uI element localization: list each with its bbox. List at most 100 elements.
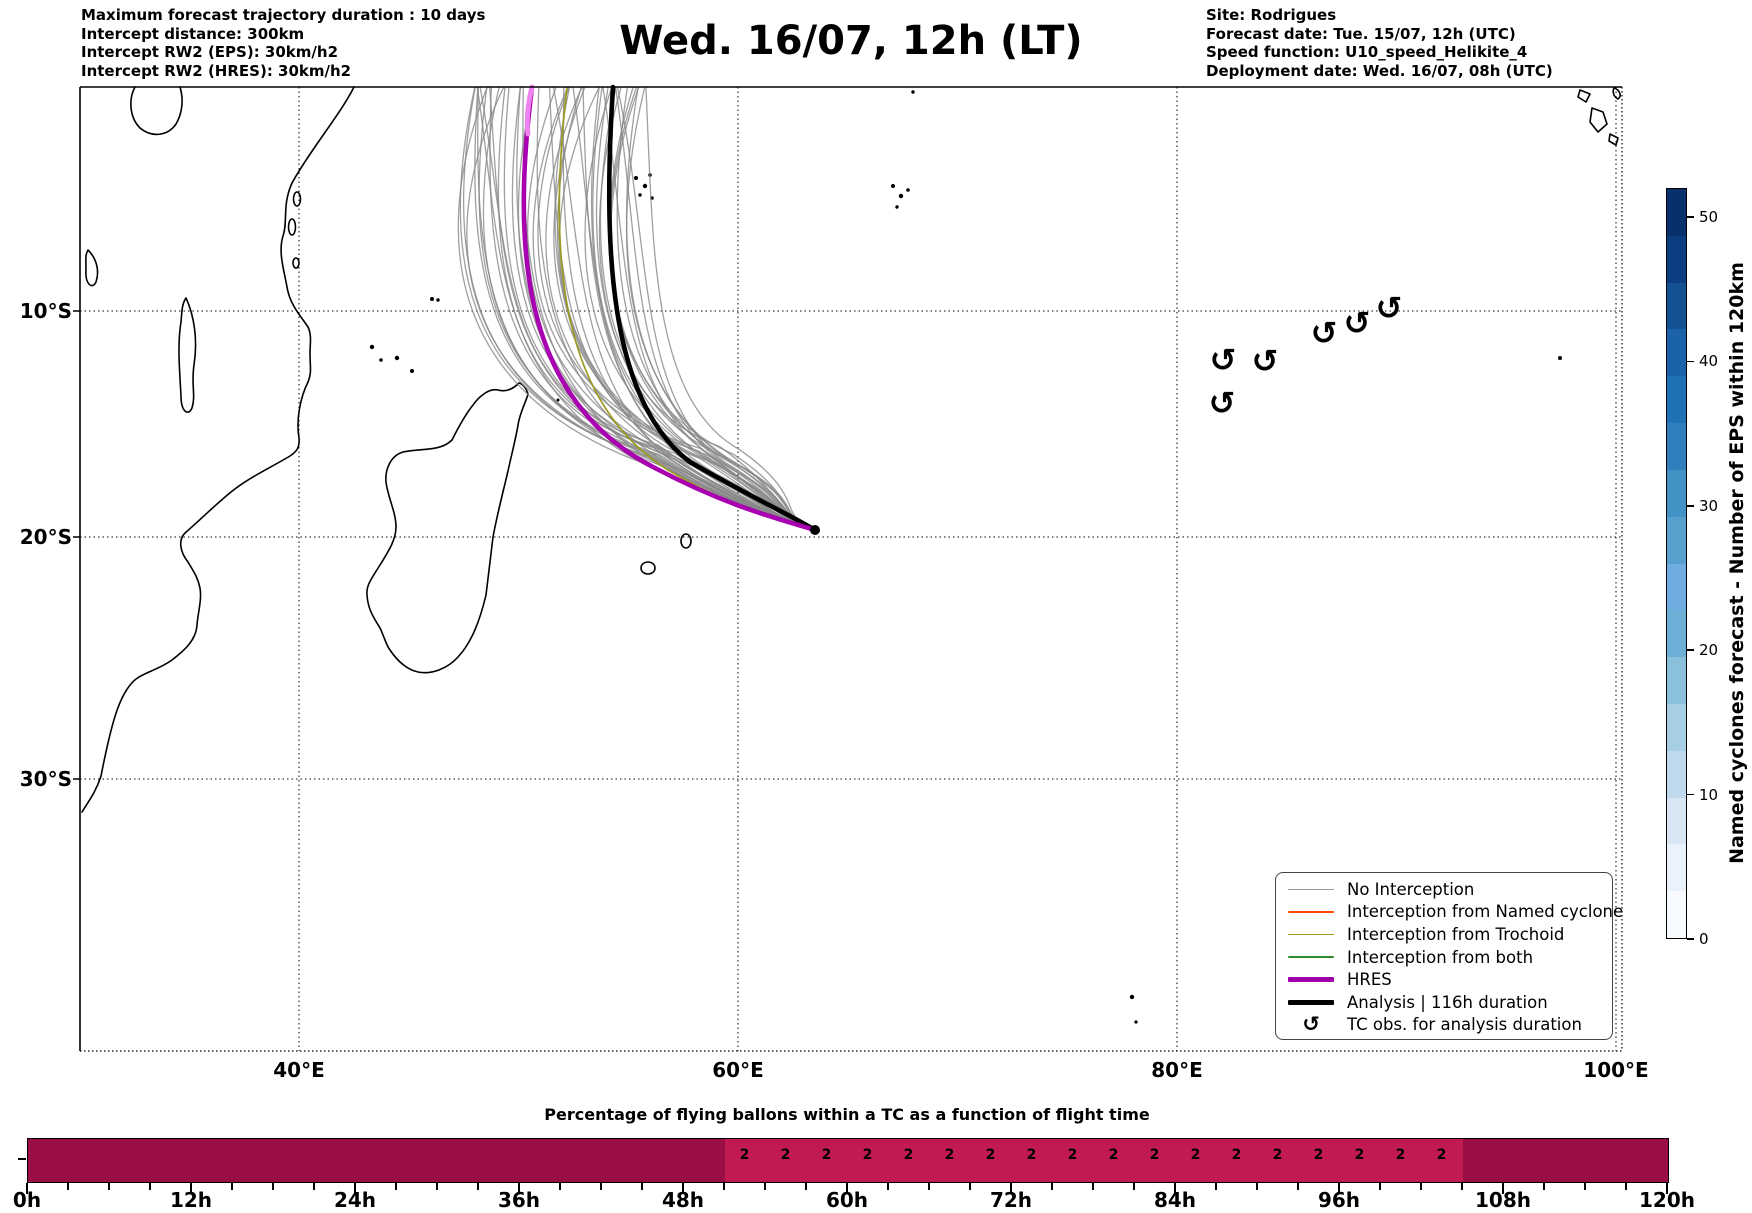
page-title: Wed. 16/07, 12h (LT) bbox=[619, 18, 1083, 64]
island-mauritius bbox=[680, 533, 692, 549]
island-speck bbox=[895, 205, 899, 209]
in-tc-count-label: 2 bbox=[821, 1147, 832, 1163]
time-axis-label: 12h bbox=[169, 1188, 213, 1212]
tc-obs-symbol: ↺ bbox=[1376, 289, 1403, 327]
legend-color-line bbox=[1288, 933, 1334, 936]
island-speck bbox=[369, 344, 375, 350]
time-axis-tick bbox=[1379, 1183, 1381, 1190]
time-axis-tick bbox=[1092, 1183, 1094, 1190]
lon-tick-label: 40°E bbox=[273, 1058, 325, 1082]
lon-tick-label: 80°E bbox=[1151, 1058, 1203, 1082]
island-zanzibar bbox=[287, 218, 297, 236]
ensemble-trajectory bbox=[548, 86, 816, 531]
deployment-date-text: Deployment date: Wed. 16/07, 08h (UTC) bbox=[1206, 61, 1553, 80]
island-speck bbox=[1134, 1020, 1138, 1024]
colorbar-band bbox=[1667, 189, 1686, 236]
time-axis-tick bbox=[1625, 1183, 1627, 1190]
ensemble-trajectory bbox=[556, 86, 816, 531]
island-speck bbox=[891, 184, 895, 188]
time-axis-label: 84h bbox=[1153, 1188, 1197, 1212]
lat-tick-label: 20°S bbox=[19, 525, 72, 549]
island-speck bbox=[642, 183, 648, 189]
ensemble-trajectory bbox=[457, 86, 816, 531]
flight-time-bar-segment bbox=[725, 1139, 1463, 1182]
colorbar-tick-label: 0 bbox=[1699, 930, 1709, 948]
colorbar-tick-label: 10 bbox=[1699, 785, 1719, 804]
flight-time-bar-segment bbox=[1463, 1139, 1668, 1182]
site-text: Site: Rodrigues bbox=[1206, 6, 1337, 24]
time-axis-tick bbox=[1174, 1183, 1176, 1194]
time-axis-tick bbox=[1461, 1183, 1463, 1190]
coastline-africa bbox=[81, 86, 355, 813]
island-speck bbox=[898, 193, 904, 199]
ensemble-trajectory bbox=[463, 86, 816, 531]
legend-line-sample bbox=[1288, 911, 1334, 913]
legend-item: Interception from both bbox=[1276, 946, 1612, 969]
colorbar-band bbox=[1667, 282, 1686, 330]
legend-item-label: Interception from Named cyclone bbox=[1347, 902, 1624, 922]
ensemble-trajectory bbox=[511, 86, 816, 531]
time-axis-tick bbox=[1051, 1183, 1053, 1190]
time-axis-tick bbox=[1010, 1183, 1012, 1194]
time-axis-tick bbox=[1420, 1183, 1422, 1190]
legend-line-sample bbox=[1288, 956, 1334, 958]
max-duration-text: Maximum forecast trajectory duration : 1… bbox=[81, 6, 486, 24]
time-axis-tick bbox=[1666, 1183, 1668, 1194]
colorbar-band bbox=[1667, 750, 1686, 798]
legend-item-label: Interception from both bbox=[1347, 947, 1534, 967]
legend-item-label: TC obs. for analysis duration bbox=[1347, 1015, 1582, 1035]
time-axis-tick bbox=[231, 1183, 233, 1190]
time-axis-tick bbox=[26, 1183, 28, 1194]
legend-item: No Interception bbox=[1276, 878, 1612, 901]
header-left-block: Maximum forecast trajectory duration : 1… bbox=[81, 6, 485, 80]
in-tc-count-label: 2 bbox=[1436, 1147, 1447, 1163]
in-tc-count-label: 2 bbox=[903, 1147, 914, 1163]
in-tc-count-label: 2 bbox=[1313, 1147, 1324, 1163]
legend-line-sample bbox=[1288, 888, 1334, 891]
island-mafia bbox=[292, 257, 300, 269]
legend-item: ↺ TC obs. for analysis duration bbox=[1276, 1014, 1612, 1037]
time-axis-tick bbox=[1543, 1183, 1545, 1190]
time-axis-label: 60h bbox=[825, 1188, 869, 1212]
bottom-chart-title: Percentage of flying ballons within a TC… bbox=[544, 1105, 1150, 1124]
lake-malawi bbox=[178, 297, 197, 413]
colorbar-band bbox=[1667, 657, 1686, 704]
island-pemba bbox=[292, 191, 302, 207]
colorbar-band bbox=[1667, 563, 1686, 611]
time-axis-tick bbox=[559, 1183, 561, 1190]
ensemble-trajectory bbox=[645, 86, 816, 531]
legend-color-line bbox=[1288, 888, 1334, 891]
colorbar-tick-label: 20 bbox=[1699, 641, 1719, 660]
in-tc-count-label: 2 bbox=[739, 1147, 750, 1163]
island-speck bbox=[634, 176, 638, 180]
legend-item: Analysis | 116h duration bbox=[1276, 991, 1612, 1014]
colorbar-tick-label: 40 bbox=[1699, 352, 1719, 371]
in-tc-count-label: 2 bbox=[1354, 1147, 1365, 1163]
legend-line-sample bbox=[1288, 977, 1334, 983]
intercept-distance-text: Intercept distance: 300km bbox=[81, 24, 305, 43]
in-tc-count-label: 2 bbox=[985, 1147, 996, 1163]
grid-layer bbox=[73, 87, 1622, 1051]
flight-time-bar bbox=[27, 1138, 1669, 1183]
lat-tick-label: 30°S bbox=[19, 767, 72, 791]
tc-obs-symbol: ↺ bbox=[1252, 342, 1279, 380]
colorbar-band bbox=[1667, 516, 1686, 564]
legend-item: Interception from Named cyclone bbox=[1276, 901, 1623, 924]
in-tc-count-label: 2 bbox=[1067, 1147, 1078, 1163]
in-tc-count-label: 2 bbox=[1190, 1147, 1201, 1163]
time-axis-tick bbox=[272, 1183, 274, 1190]
time-axis-tick bbox=[436, 1183, 438, 1190]
island-speck bbox=[430, 297, 434, 301]
legend-item-label: Interception from Trochoid bbox=[1347, 924, 1565, 944]
coastline-layer bbox=[81, 86, 1621, 813]
time-axis-tick bbox=[67, 1183, 69, 1190]
coastline-madagascar bbox=[366, 382, 529, 674]
colorbar-tick-mark bbox=[1687, 649, 1694, 651]
lat-tick-label: 10°S bbox=[19, 299, 72, 323]
time-axis-label: 48h bbox=[661, 1188, 705, 1212]
time-axis-tick bbox=[641, 1183, 643, 1190]
time-axis-label: 24h bbox=[333, 1188, 377, 1212]
legend-item-label: No Interception bbox=[1347, 879, 1475, 899]
time-axis-tick bbox=[518, 1183, 520, 1194]
